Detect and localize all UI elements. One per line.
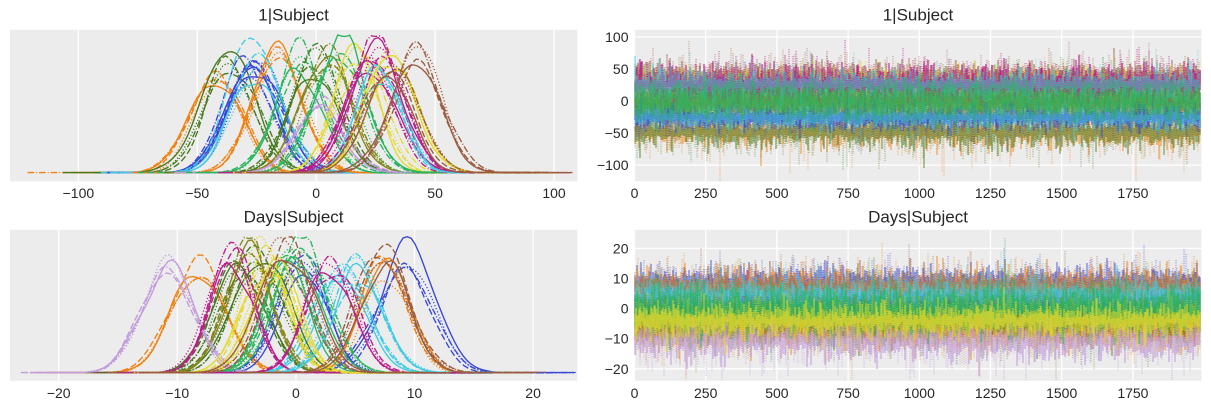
- svg-text:0: 0: [312, 185, 320, 201]
- svg-text:20: 20: [525, 385, 541, 401]
- svg-text:Days|Subject: Days|Subject: [868, 208, 968, 227]
- svg-text:Days|Subject: Days|Subject: [244, 208, 344, 227]
- svg-text:−100: −100: [63, 185, 95, 201]
- svg-text:500: 500: [765, 185, 789, 201]
- svg-text:100: 100: [605, 29, 629, 45]
- svg-text:1000: 1000: [904, 385, 935, 401]
- svg-text:50: 50: [427, 185, 443, 201]
- svg-text:50: 50: [613, 61, 629, 77]
- svg-text:1750: 1750: [1117, 185, 1148, 201]
- svg-text:1250: 1250: [975, 385, 1006, 401]
- svg-text:100: 100: [542, 185, 566, 201]
- svg-text:1750: 1750: [1117, 385, 1148, 401]
- svg-text:1000: 1000: [904, 185, 935, 201]
- svg-text:1250: 1250: [975, 185, 1006, 201]
- svg-text:0: 0: [621, 301, 629, 317]
- svg-text:0: 0: [631, 185, 639, 201]
- svg-text:−10: −10: [165, 385, 189, 401]
- svg-text:1500: 1500: [1046, 385, 1077, 401]
- svg-text:1500: 1500: [1046, 185, 1077, 201]
- svg-text:−20: −20: [47, 385, 71, 401]
- svg-text:1|Subject: 1|Subject: [258, 6, 329, 25]
- svg-text:1|Subject: 1|Subject: [883, 6, 954, 25]
- svg-text:20: 20: [613, 240, 629, 256]
- svg-text:750: 750: [836, 185, 860, 201]
- svg-text:10: 10: [407, 385, 423, 401]
- svg-text:−50: −50: [185, 185, 209, 201]
- svg-text:750: 750: [836, 385, 860, 401]
- svg-text:−50: −50: [605, 125, 629, 141]
- svg-text:0: 0: [621, 93, 629, 109]
- svg-text:250: 250: [694, 385, 718, 401]
- svg-text:10: 10: [613, 271, 629, 287]
- svg-text:−10: −10: [605, 331, 629, 347]
- svg-text:0: 0: [631, 385, 639, 401]
- svg-text:−20: −20: [605, 361, 629, 377]
- svg-text:−100: −100: [597, 157, 629, 173]
- svg-text:500: 500: [765, 385, 789, 401]
- svg-text:0: 0: [292, 385, 300, 401]
- svg-text:250: 250: [694, 185, 718, 201]
